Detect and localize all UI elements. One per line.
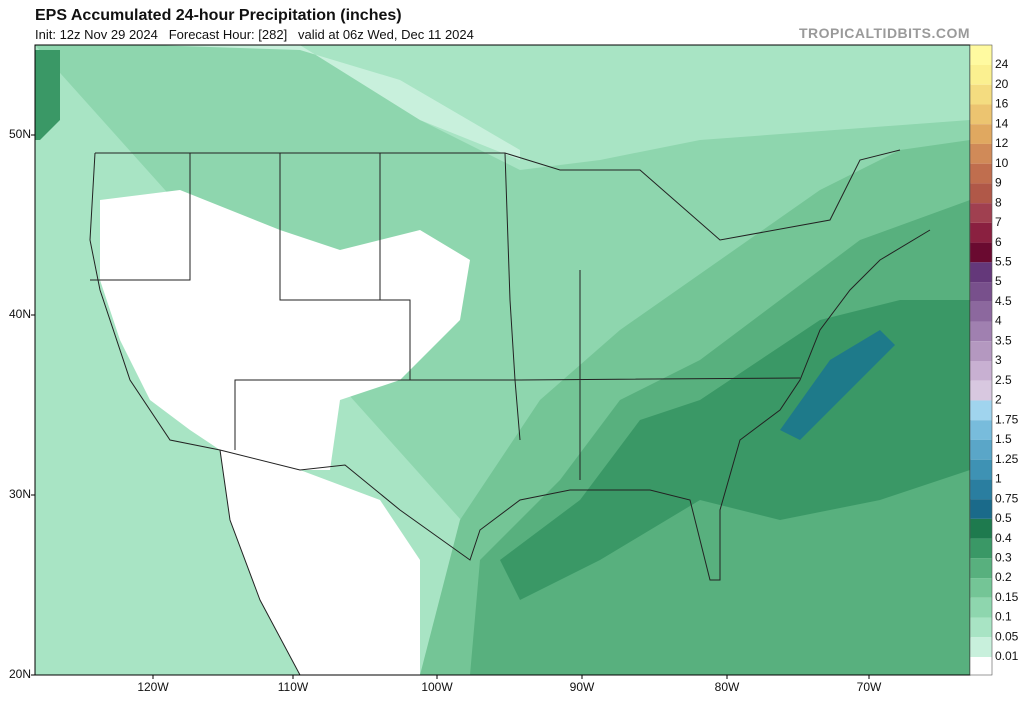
colorbar-swatch	[970, 65, 992, 85]
colorbar-swatch	[970, 45, 992, 65]
colorbar-swatch	[970, 84, 992, 105]
map	[34, 44, 971, 676]
colorbar-label: 0.3	[995, 551, 1012, 565]
lon-label: 100W	[421, 680, 453, 694]
colorbar-swatch	[970, 459, 992, 480]
colorbar-swatch	[970, 262, 992, 283]
colorbar-label: 0.4	[995, 531, 1012, 545]
colorbar-swatch	[970, 124, 992, 144]
colorbar-swatch	[970, 597, 992, 618]
colorbar-label: 0.15	[995, 590, 1019, 604]
colorbar-label: 4	[995, 314, 1002, 328]
colorbar-label: 8	[995, 195, 1002, 209]
colorbar-swatch	[970, 242, 992, 263]
colorbar-label: 1.25	[995, 452, 1019, 466]
colorbar-label: 9	[995, 176, 1002, 190]
colorbar-label: 2	[995, 393, 1002, 407]
title: EPS Accumulated 24-hour Precipitation (i…	[35, 7, 402, 24]
colorbar-swatch	[970, 538, 992, 559]
colorbar-swatch	[970, 657, 992, 675]
colorbar-swatch	[970, 183, 992, 204]
watermark: TROPICALTIDBITS.COM	[799, 25, 970, 41]
lat-label: 50N	[9, 127, 31, 141]
colorbar-label: 5.5	[995, 255, 1012, 269]
colorbar-swatch	[970, 578, 992, 598]
colorbar-label: 0.5	[995, 511, 1012, 525]
subtitle: Init: 12z Nov 29 2024 Forecast Hour: [28…	[35, 27, 474, 42]
colorbar-swatch	[970, 420, 992, 440]
lon-label: 110W	[278, 680, 309, 694]
lon-label: 70W	[857, 680, 882, 694]
colorbar-label: 7	[995, 215, 1002, 229]
colorbar-swatch	[970, 499, 992, 519]
colorbar-swatch	[970, 163, 992, 184]
lat-label: 20N	[9, 667, 31, 681]
colorbar: 24 20 16 14 12 10 9 8 7 6 5.5 5 4.5 4 3.5 3 2.5 2 1.75 1.5 1…	[969, 44, 1019, 676]
colorbar-swatch	[970, 341, 992, 361]
colorbar-swatch	[970, 380, 992, 401]
colorbar-label: 0.01	[995, 649, 1019, 663]
colorbar-label: 6	[995, 235, 1002, 249]
colorbar-swatch	[970, 301, 992, 322]
colorbar-swatch	[970, 518, 992, 539]
lat-label: 40N	[9, 307, 31, 321]
colorbar-swatch	[970, 321, 992, 342]
colorbar-label: 0.1	[995, 610, 1012, 624]
colorbar-label: 4.5	[995, 294, 1012, 308]
colorbar-label: 20	[995, 77, 1009, 91]
colorbar-label: 1.5	[995, 432, 1012, 446]
colorbar-label: 1	[995, 472, 1002, 486]
colorbar-label: 3	[995, 353, 1002, 367]
axes: 50N 40N 30N 20N 120W 110W 100W 90W 80W 70W	[9, 127, 882, 694]
colorbar-label: 5	[995, 274, 1002, 288]
colorbar-label: 2.5	[995, 373, 1012, 387]
colorbar-swatch	[970, 143, 992, 164]
colorbar-label: 24	[995, 57, 1009, 71]
lon-label: 90W	[570, 680, 595, 694]
colorbar-label: 0.2	[995, 570, 1012, 584]
colorbar-swatch	[970, 637, 992, 657]
colorbar-frame	[969, 44, 993, 676]
colorbar-swatch	[970, 222, 992, 243]
colorbar-label: 16	[995, 97, 1009, 111]
colorbar-label: 14	[995, 116, 1009, 130]
colorbar-swatch	[970, 558, 992, 579]
colorbar-swatch	[970, 439, 992, 460]
lat-label: 30N	[9, 487, 31, 501]
colorbar-swatch	[970, 104, 992, 125]
colorbar-swatch	[970, 203, 992, 223]
colorbar-label: 0.75	[995, 491, 1019, 505]
colorbar-label: 10	[995, 156, 1009, 170]
colorbar-label: 3.5	[995, 333, 1012, 347]
colorbar-label: 12	[995, 136, 1009, 150]
lon-label: 80W	[715, 680, 740, 694]
colorbar-swatch	[970, 282, 992, 302]
colorbar-swatch	[970, 617, 992, 638]
colorbar-swatch	[970, 361, 992, 381]
colorbar-swatch	[970, 479, 992, 500]
lon-label: 120W	[137, 680, 169, 694]
colorbar-label: 1.75	[995, 412, 1019, 426]
colorbar-label: 0.05	[995, 629, 1019, 643]
colorbar-swatch	[970, 400, 992, 421]
